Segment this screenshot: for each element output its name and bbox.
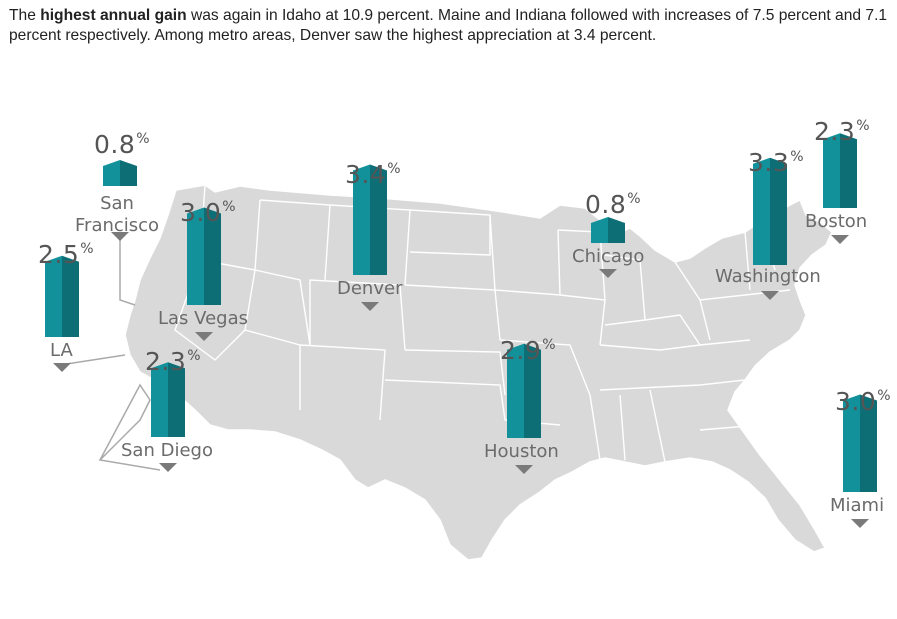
value-label: 3.4% — [345, 160, 402, 189]
bar-face-right — [120, 160, 137, 186]
intro-paragraph: The highest annual gain was again in Ida… — [9, 6, 891, 46]
location-marker-icon — [111, 232, 129, 241]
bar-face-left — [507, 343, 524, 438]
bar-face-right — [524, 343, 541, 438]
bar-miami — [843, 394, 877, 492]
bar-boston — [823, 133, 857, 208]
value-label: 2.3% — [814, 117, 871, 146]
us-landmass — [124, 184, 833, 561]
value-label: 3.0% — [180, 198, 237, 227]
bar-face-left — [151, 362, 168, 437]
location-marker-icon — [761, 291, 779, 300]
city-label-san-diego: San Diego — [121, 440, 213, 461]
intro-text-start: The — [9, 7, 41, 24]
bar-denver — [353, 164, 387, 275]
location-marker-icon — [851, 519, 869, 528]
bar-face-right — [204, 207, 221, 305]
bar-la — [45, 255, 79, 337]
value-label: 0.8% — [94, 130, 151, 159]
location-marker-icon — [195, 332, 213, 341]
bar-face-left — [187, 207, 204, 305]
intro-highlight: highest annual gain — [40, 7, 187, 24]
bar-face-right — [770, 157, 787, 265]
bar-face-right — [608, 217, 625, 243]
bar-face-right — [62, 255, 79, 337]
bar-face-left — [591, 217, 608, 243]
bar-face-left — [103, 160, 120, 186]
location-marker-icon — [515, 465, 533, 474]
location-marker-icon — [53, 363, 71, 372]
value-label: 3.0% — [835, 387, 892, 416]
location-marker-icon — [599, 269, 617, 278]
city-label-san-francisco: San Francisco — [75, 193, 160, 236]
value-label: 2.3% — [145, 347, 202, 376]
bar-houston — [507, 343, 541, 438]
city-label-la: LA — [50, 340, 73, 361]
intro-text-rest: was again in Idaho at 10.9 percent. Main… — [9, 7, 888, 44]
city-label-denver: Denver — [337, 278, 403, 299]
location-marker-icon — [831, 235, 849, 244]
bar-chicago — [591, 217, 625, 243]
value-label: 0.8% — [585, 190, 642, 219]
value-label: 2.9% — [500, 336, 557, 365]
bar-face-left — [823, 133, 840, 208]
value-label: 2.5% — [38, 240, 95, 269]
bar-face-left — [753, 157, 770, 265]
bar-face-right — [168, 362, 185, 437]
bar-face-right — [370, 164, 387, 275]
bar-face-right — [840, 133, 857, 208]
bar-face-left — [353, 164, 370, 275]
city-label-las-vegas: Las Vegas — [158, 308, 248, 329]
bar-face-left — [843, 394, 860, 492]
city-label-chicago: Chicago — [572, 246, 645, 267]
bar-layer — [45, 133, 877, 492]
bar-face-right — [860, 394, 877, 492]
bar-san-francisco — [103, 160, 137, 186]
city-label-houston: Houston — [484, 441, 559, 462]
city-label-miami: Miami — [830, 495, 885, 516]
bar-las-vegas — [187, 207, 221, 305]
city-label-boston: Boston — [805, 211, 868, 232]
bar-face-left — [45, 255, 62, 337]
value-label: 3.3% — [748, 148, 805, 177]
city-label-washington: Washington — [715, 266, 821, 287]
bar-san-diego — [151, 362, 185, 437]
location-marker-icon — [361, 302, 379, 311]
bar-washington — [753, 157, 787, 265]
location-marker-icon — [159, 463, 177, 472]
